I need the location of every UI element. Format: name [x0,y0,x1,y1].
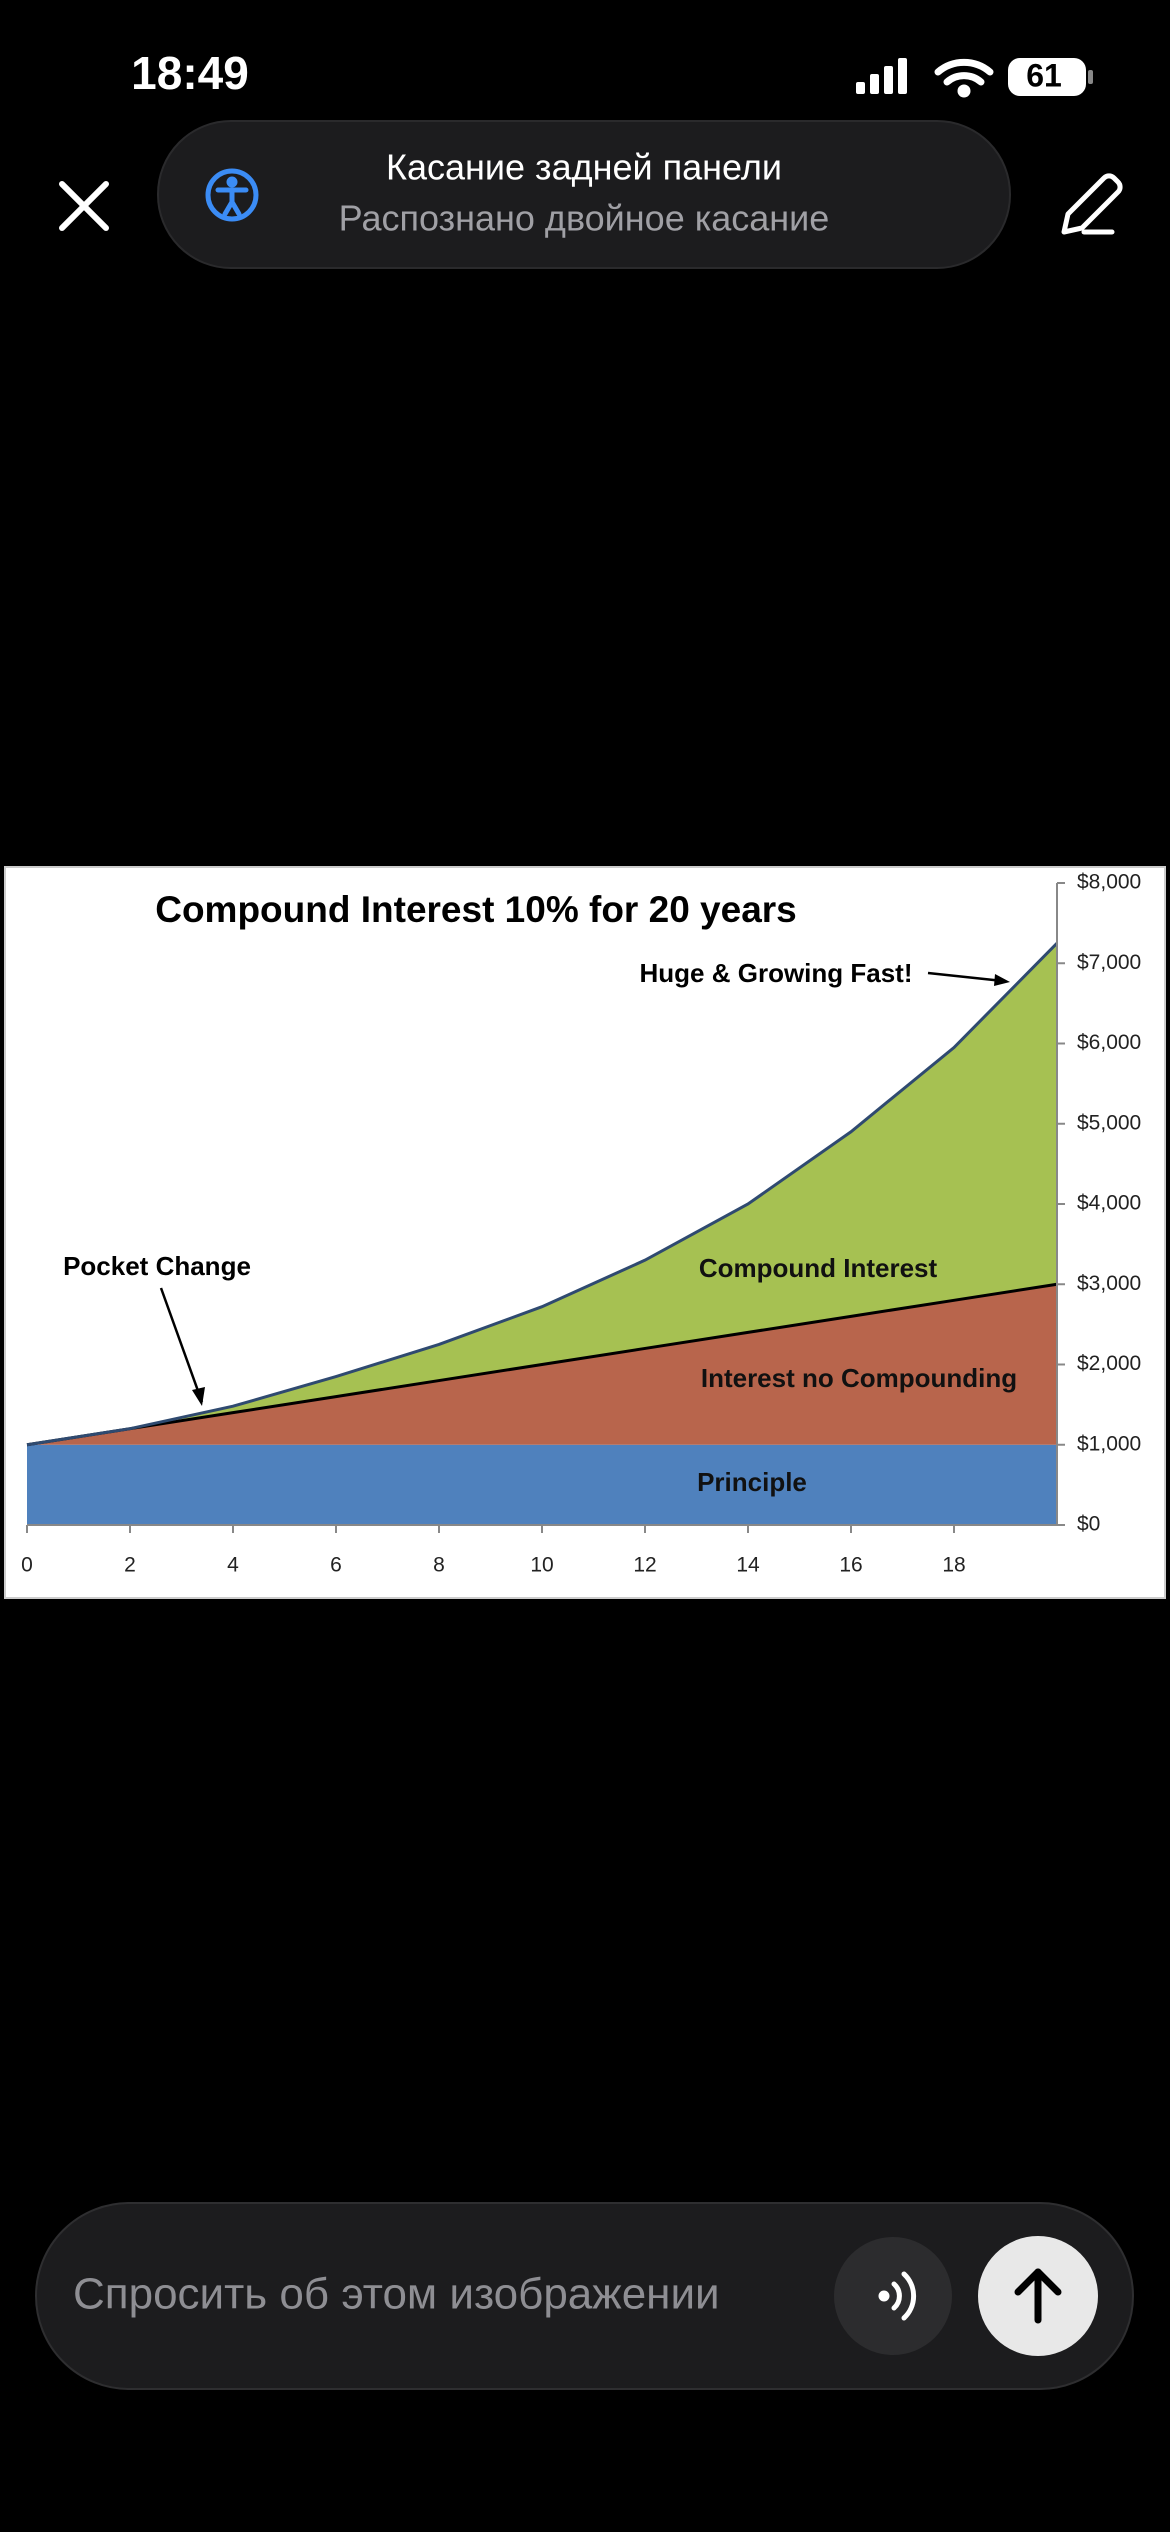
notification-subtitle: Распознано двойное касание [339,198,830,239]
chart: Principle Interest no Compounding Compound… [21,871,1141,1577]
y-tick-label: $5,000 [1077,1111,1141,1134]
voice-icon [878,2271,917,2321]
annotation: Pocket Change [63,1251,251,1281]
arrow-head [192,1387,205,1406]
battery-icon [1008,58,1086,96]
y-tick-label: $1,000 [1077,1432,1141,1455]
x-tick-label: 12 [633,1554,656,1577]
y-tick-label: $7,000 [1077,951,1141,974]
annotation-arrow [927,971,1004,983]
wifi-icon [934,58,994,98]
notification-title: Касание задней панели [386,147,782,188]
area [27,1444,1057,1525]
series-label: Interest no Compounding [701,1363,1017,1393]
y-tick-label: $4,000 [1077,1192,1141,1215]
annotation: Huge & Growing Fast! [640,958,913,988]
battery-level: 61 [1026,57,1062,93]
x-tick-label: 10 [530,1554,553,1577]
x-tick-label: 0 [21,1554,33,1577]
x-tick-label: 8 [433,1554,445,1577]
y-tick-label: $8,000 [1077,871,1141,894]
send-icon [1014,2268,1062,2324]
close-button[interactable] [59,181,109,231]
chart-title: Compound Interest 10% for 20 years [155,889,797,930]
annotation-arrow [159,1287,204,1403]
area [27,943,1057,1445]
y-tick-label: $6,000 [1077,1031,1141,1054]
input-placeholder: Спросить об этом изображении [73,2270,720,2319]
signal-icon [856,58,907,94]
accessibility-icon [205,168,259,222]
status-time: 18:49 [131,47,249,99]
y-tick-label: $0 [1077,1513,1100,1536]
x-tick-label: 2 [124,1554,136,1577]
x-tick-label: 16 [839,1554,862,1577]
edit-button[interactable] [1061,173,1123,235]
x-tick-label: 14 [736,1554,760,1577]
notification-pill[interactable] [157,120,1011,269]
x-tick-label: 4 [227,1554,239,1577]
series-label: Principle [697,1467,807,1497]
battery-tip [1088,70,1093,84]
y-tick-label: $3,000 [1077,1272,1141,1295]
x-tick-label: 18 [942,1554,965,1577]
x-tick-label: 6 [330,1554,342,1577]
voice-button[interactable] [834,2237,952,2355]
arrow-head [994,974,1010,986]
area-top-line [26,942,1059,1447]
area-top-line [26,1282,1058,1447]
series-label: Compound Interest [699,1253,938,1283]
y-tick-label: $2,000 [1077,1352,1141,1375]
